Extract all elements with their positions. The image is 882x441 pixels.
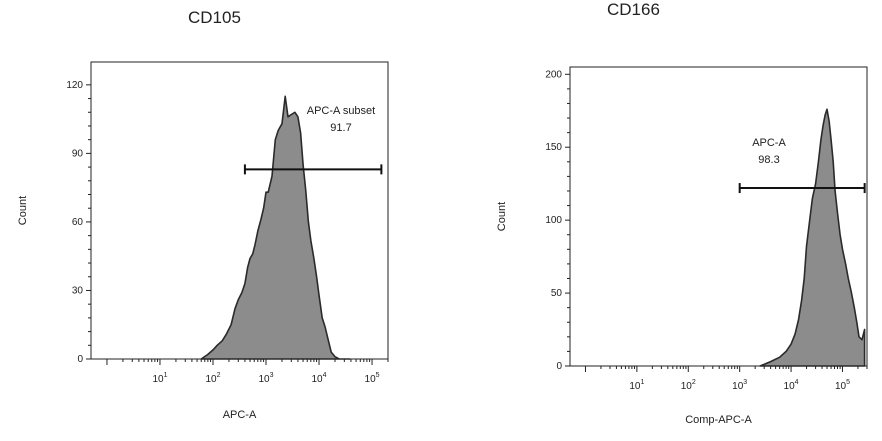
x-tick-label: 101 [629,379,644,392]
x-axis-label: Comp-APC-A [685,414,752,426]
x-tick-label: 105 [365,372,380,385]
y-tick-label: 150 [545,142,562,153]
plot-frame [569,66,868,367]
gate-label: APC-A [752,137,786,149]
y-tick-label: 200 [545,69,562,80]
y-tick-label: 100 [545,215,562,226]
x-tick-label: 105 [835,379,850,392]
histogram-cd166: 0 50 100 150 200 101 102 103 104 105 Comp-APC-A Cou… [496,66,868,426]
gate-value: 91.7 [330,122,351,134]
x-tick-label: 102 [205,372,220,385]
y-tick-label: 0 [77,354,83,365]
y-tick-label: 50 [551,288,563,299]
chart-title: CD166 [607,0,660,19]
x-tick-label: 104 [784,379,799,392]
y-tick-label: 60 [72,217,84,228]
gate-label: APC-A subset [307,105,375,117]
x-tick-label: 103 [258,372,273,385]
y-tick-label: 30 [72,285,84,296]
x-tick-label: 102 [681,379,696,392]
histogram-area [200,95,351,360]
gate-value: 98.3 [758,154,779,166]
histogram-cd105: 0 30 60 90 120 101 102 103 104 105 APC-A Count APC-A… [17,61,389,421]
y-tick-label: 0 [556,361,562,372]
chart-title: CD105 [188,8,241,27]
x-tick-label: 101 [152,372,167,385]
chart-panel-cd105: CD105 0 30 60 90 120 101 102 103 104 105 APC-A Coun… [17,8,389,421]
y-tick-label: 90 [72,148,84,159]
histogram-area [759,108,866,367]
x-axis-label: APC-A [223,409,257,421]
x-tick-label: 103 [732,379,747,392]
y-axis-label: Count [17,196,29,225]
y-axis-label: Count [496,202,508,231]
y-tick-label: 120 [66,80,83,91]
chart-panel-cd166: CD166 0 50 100 150 200 101 102 103 104 105 Comp-AP… [441,0,882,441]
x-tick-label: 104 [312,372,327,385]
